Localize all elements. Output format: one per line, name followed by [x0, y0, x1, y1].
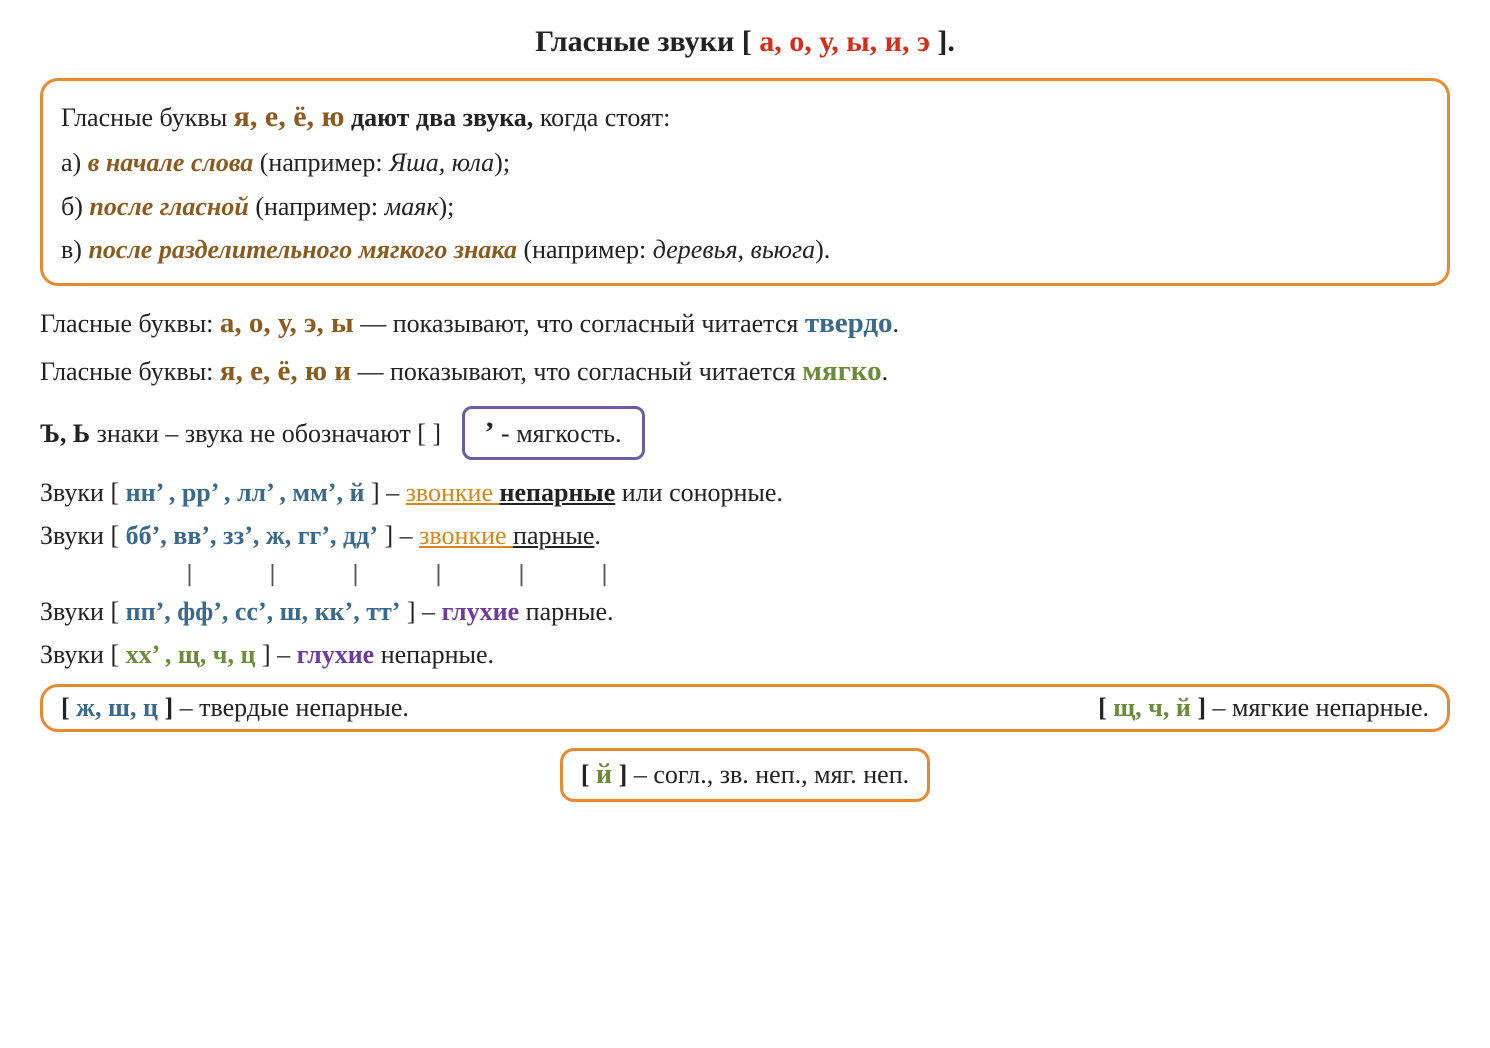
text: или сонорные. — [615, 478, 783, 507]
connector-icon: | — [480, 559, 563, 591]
text: Звуки [ — [40, 478, 126, 507]
text: . — [882, 357, 889, 386]
text: — показывают, что согласный читается — [351, 357, 802, 386]
text: Гласные буквы: — [40, 309, 220, 338]
text: непарные. — [374, 640, 494, 669]
hard-list: ж, ш, ц — [76, 693, 158, 722]
soft-unpaired: [ щ, ч, й ] – мягкие непарные. — [1098, 689, 1429, 727]
sonorants-line: Звуки [ нн’ , рр’ , лл’ , мм’, й ] – зво… — [40, 474, 1450, 512]
sign-letters: Ъ, Ь — [40, 419, 90, 448]
label: б) — [61, 192, 89, 221]
bracket: ] — [1191, 693, 1206, 722]
example: маяк — [385, 192, 439, 221]
text: ). — [815, 235, 830, 264]
hard-word: твердо — [805, 307, 893, 339]
voiceless-unpaired-line: Звуки [ хх’ , щ, ч, ц ] – глухие непарны… — [40, 636, 1450, 674]
hard-soft-unpaired-box: [ ж, ш, ц ] – твердые непарные. [ щ, ч, … — [40, 684, 1450, 732]
text: знаки – звука не обозначают [ ] — [90, 419, 441, 448]
text: дают два звука, — [344, 103, 533, 132]
text: ] – — [400, 597, 441, 626]
sound-list: бб’, вв’, зз’, ж, гг’, дд’ — [126, 521, 378, 550]
page-title: Гласные звуки [ а, о, у, ы, и, э ]. — [40, 20, 1450, 64]
text: – твердые непарные. — [173, 693, 409, 722]
text: . — [594, 521, 601, 550]
voiceless-label: глухие — [297, 640, 375, 669]
voiced-label: звонкие — [419, 521, 513, 550]
soft-word: мягко — [802, 355, 881, 387]
pair-connectors: |||||| — [148, 555, 1450, 593]
text: – мягкие непарные. — [1206, 693, 1429, 722]
text: (например: — [517, 235, 653, 264]
y-sound-box: [ й ] – согл., зв. неп., мяг. неп. — [560, 748, 930, 803]
sound-list: хх’ , щ, ч, ц — [126, 640, 256, 669]
text: (например: — [249, 192, 385, 221]
text: ); — [494, 148, 510, 177]
text: — показывают, что согласный читается — [354, 309, 805, 338]
text: Звуки [ — [40, 521, 126, 550]
signs-line: Ъ, Ь знаки – звука не обозначают [ ] ’ -… — [40, 406, 1450, 460]
sound-list: нн’ , рр’ , лл’ , мм’, й — [126, 478, 365, 507]
text: ] – — [378, 521, 419, 550]
softness-box: ’ - мягкость. — [462, 406, 645, 460]
bracket: ] — [612, 760, 627, 789]
text: Звуки [ — [40, 640, 126, 669]
text: парные. — [519, 597, 613, 626]
title-prefix: Гласные звуки [ — [535, 25, 759, 58]
vowel-list: я, е, ё, ю и — [220, 355, 351, 387]
paired-label: парные — [513, 521, 594, 550]
text: ); — [438, 192, 454, 221]
y-sound-row: [ й ] – согл., зв. неп., мяг. неп. — [40, 748, 1450, 803]
text: (например: — [253, 148, 389, 177]
soft-list: щ, ч, й — [1113, 693, 1191, 722]
bracket: ] — [158, 693, 173, 722]
text: Звуки [ — [40, 597, 126, 626]
title-suffix: ]. — [930, 25, 955, 58]
text: - мягкость. — [495, 419, 622, 448]
condition: после гласной — [89, 192, 248, 221]
voiced-label: звонкие — [406, 478, 500, 507]
condition: в начале слова — [88, 148, 254, 177]
apostrophe: ’ — [485, 416, 495, 449]
box1-line1: Гласные буквы я, е, ё, ю дают два звука,… — [61, 95, 1429, 139]
text: Гласные буквы — [61, 103, 234, 132]
condition: после разделительного мягкого знака — [88, 235, 517, 264]
text: Гласные буквы: — [40, 357, 220, 386]
text: ] – — [364, 478, 405, 507]
text: когда стоят: — [533, 103, 670, 132]
bracket: [ — [1098, 693, 1113, 722]
vowel-list: а, о, у, э, ы — [220, 307, 354, 339]
connector-icon: | — [563, 559, 646, 591]
sound-list: пп’, фф’, сс’, ш, кк’, тт’ — [126, 597, 401, 626]
connector-icon: | — [231, 559, 314, 591]
box1-item-a: а) в начале слова (например: Яша, юла); — [61, 144, 1429, 182]
text: – согл., зв. неп., мяг. неп. — [627, 760, 909, 789]
connector-icon: | — [397, 559, 480, 591]
bracket: [ — [61, 693, 76, 722]
box1-item-b: б) после гласной (например: маяк); — [61, 188, 1429, 226]
connector-icon: | — [148, 559, 231, 591]
example: деревья, вьюга — [653, 235, 815, 264]
hard-unpaired: [ ж, ш, ц ] – твердые непарные. — [61, 689, 409, 727]
text: . — [893, 309, 900, 338]
example: Яша, юла — [389, 148, 494, 177]
bracket: [ — [581, 760, 596, 789]
hard-vowels-line: Гласные буквы: а, о, у, э, ы — показываю… — [40, 302, 1450, 344]
y-letter: й — [596, 759, 612, 790]
title-vowels: а, о, у, ы, и, э — [759, 25, 930, 58]
connector-icon: | — [314, 559, 397, 591]
two-sounds-box: Гласные буквы я, е, ё, ю дают два звука,… — [40, 78, 1450, 287]
box1-item-c: в) после разделительного мягкого знака (… — [61, 231, 1429, 269]
voiceless-label: глухие — [442, 597, 520, 626]
soft-vowels-line: Гласные буквы: я, е, ё, ю и — показывают… — [40, 350, 1450, 392]
label: в) — [61, 235, 88, 264]
voiced-paired-line: Звуки [ бб’, вв’, зз’, ж, гг’, дд’ ] – з… — [40, 517, 1450, 555]
unpaired-label: непарные — [499, 478, 615, 507]
text: ] – — [255, 640, 296, 669]
voiceless-paired-line: Звуки [ пп’, фф’, сс’, ш, кк’, тт’ ] – г… — [40, 593, 1450, 631]
label: а) — [61, 148, 88, 177]
vowel-letters: я, е, ё, ю — [234, 100, 345, 133]
